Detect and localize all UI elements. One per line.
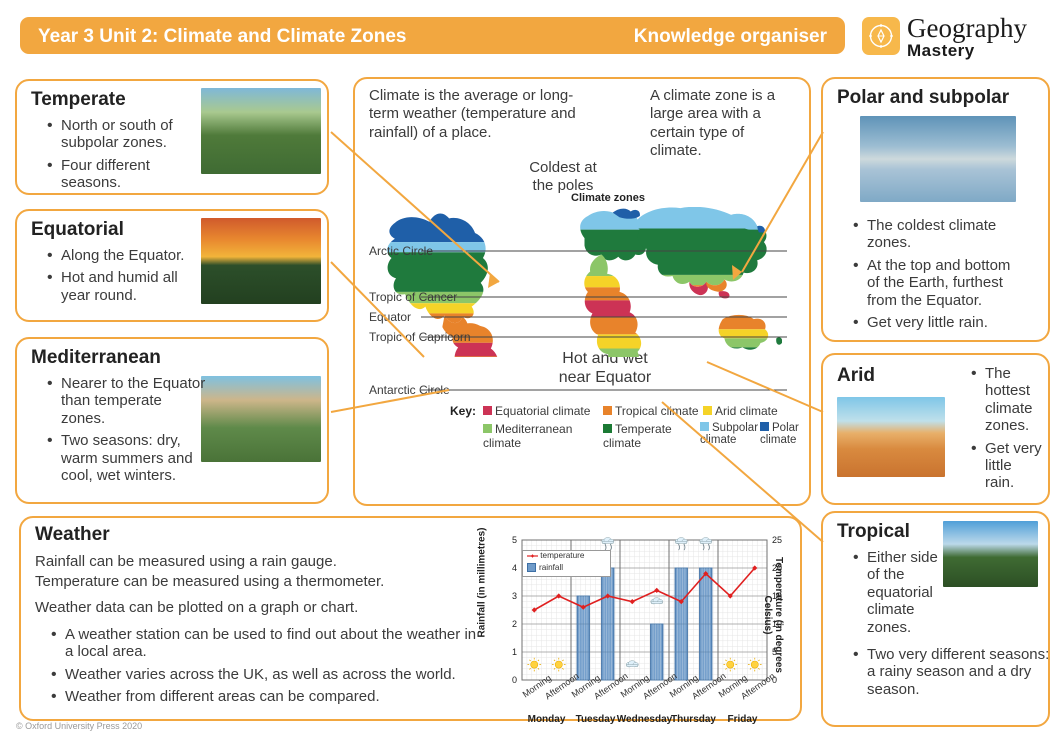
svg-text:25: 25 [772,535,782,545]
svg-text:4: 4 [512,563,517,573]
svg-text:3: 3 [512,591,517,601]
svg-text:1: 1 [512,647,517,657]
svg-text:5: 5 [512,535,517,545]
svg-text:0: 0 [512,675,517,685]
svg-text:2: 2 [512,619,517,629]
